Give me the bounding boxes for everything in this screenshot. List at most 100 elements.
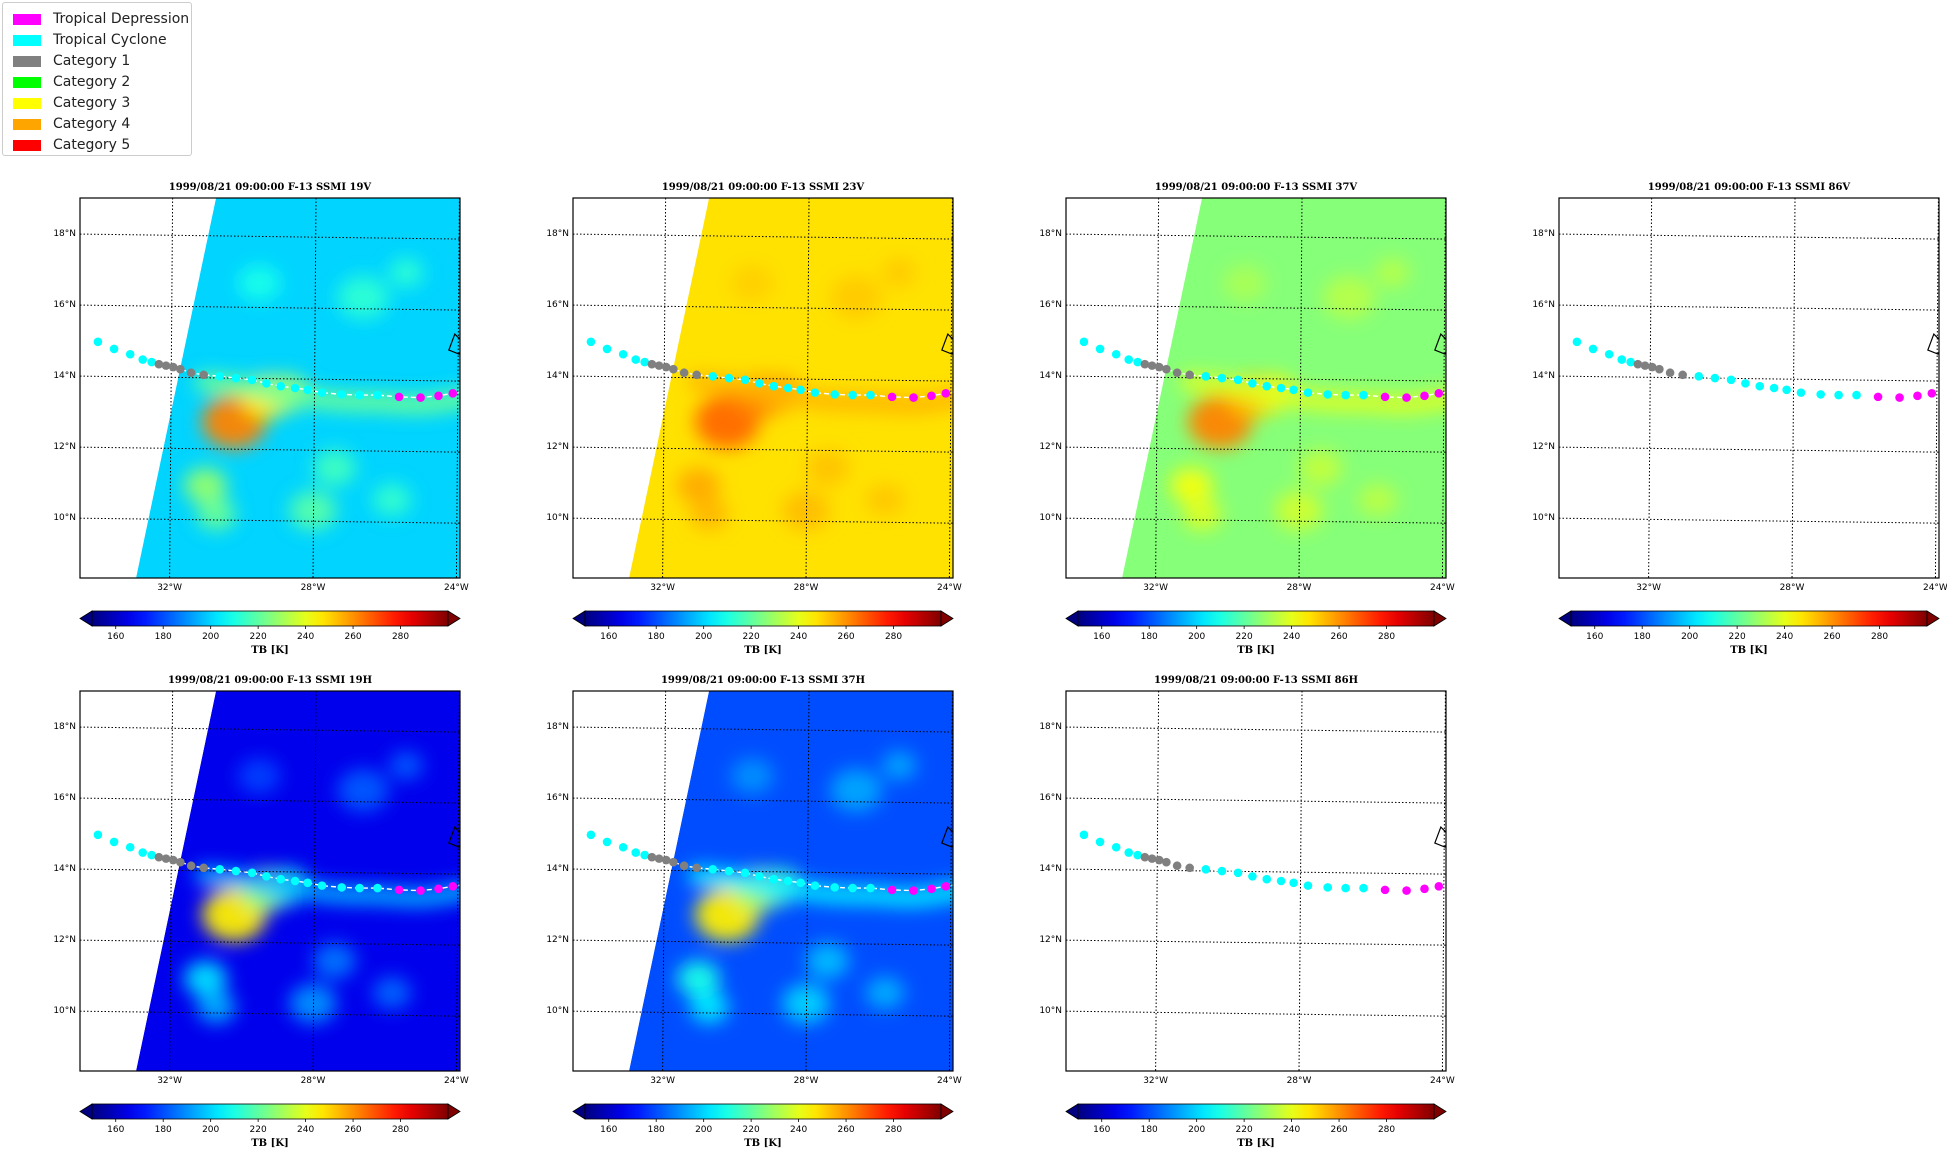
graticule	[80, 198, 460, 578]
colorbar-tick-label: 220	[1729, 632, 1746, 642]
colorbar-tick-label: 180	[155, 632, 172, 642]
colorbar: 160 180 200 220 240 260 280 TB [K]	[79, 1103, 461, 1149]
legend-item: Category 4	[13, 115, 130, 133]
lat-tick-label: 14°N	[546, 864, 569, 874]
track-point	[337, 390, 346, 399]
lat-tick-label: 18°N	[1532, 229, 1555, 239]
track-point	[1201, 371, 1211, 381]
track-point	[602, 837, 612, 847]
colorbar-tick-label: 240	[1776, 632, 1793, 642]
lon-tick-label: 28°W	[1287, 583, 1312, 593]
panel-86h: 1999/08/21 09:00:00 F-13 SSMI 86H 18°N 16°…	[1039, 675, 1455, 1149]
track-point	[1402, 393, 1411, 402]
track-point	[1185, 370, 1194, 380]
track-point	[755, 379, 764, 388]
track-point	[262, 872, 271, 881]
lat-tick-label: 14°N	[1039, 864, 1062, 874]
colorbar-tick-label: 200	[1681, 632, 1698, 642]
lon-tick-label: 24°W	[444, 583, 469, 593]
lon-tick-label: 24°W	[444, 1076, 469, 1086]
track-point	[317, 881, 327, 890]
map-frame	[79, 690, 461, 1072]
track-point	[941, 389, 951, 398]
track-point	[416, 886, 425, 895]
track-point	[661, 855, 671, 865]
track-point	[231, 866, 241, 876]
colorbar-label: TB [K]	[251, 1138, 289, 1149]
map-frame	[1558, 197, 1940, 579]
coastline	[448, 825, 460, 848]
colorbar-tick-label: 260	[1330, 632, 1347, 642]
lat-tick-label: 18°N	[53, 722, 76, 732]
colorbar-tick-label: 220	[743, 632, 760, 642]
colorbar-tick-label: 280	[1378, 1125, 1395, 1135]
track-point	[796, 385, 805, 395]
lon-tick-label: 28°W	[1287, 1076, 1312, 1086]
lat-tick-label: 10°N	[1532, 513, 1555, 523]
colorbar-tick-label: 240	[790, 632, 807, 642]
track-point	[866, 883, 875, 893]
panel-86v: 1999/08/21 09:00:00 F-13 SSMI 86V 18°N 16°…	[1532, 182, 1947, 656]
map-frame	[572, 197, 954, 579]
track-point	[1434, 882, 1444, 891]
track-point	[1095, 344, 1105, 354]
track-point	[1380, 885, 1390, 895]
colorbar-tick-label: 200	[202, 1125, 219, 1135]
legend-label: Tropical Cyclone	[53, 32, 167, 48]
colorbar-tick-label: 260	[344, 632, 361, 642]
colorbar: 160 180 200 220 240 260 280 TB [K]	[1065, 1103, 1447, 1149]
track-point	[1873, 392, 1883, 402]
track-point	[1248, 379, 1257, 388]
legend-swatch	[13, 139, 41, 151]
lat-tick-label: 14°N	[53, 371, 76, 381]
track-point	[887, 392, 897, 402]
track-point	[1755, 381, 1765, 391]
track-point	[1927, 389, 1937, 398]
track-point	[168, 855, 178, 865]
lat-tick-label: 18°N	[1039, 722, 1062, 732]
map-frame	[1065, 690, 1447, 1072]
track-point	[1133, 850, 1142, 860]
lon-tick-label: 32°W	[1143, 583, 1168, 593]
panel-19h: 1999/08/21 09:00:00 F-13 SSMI 19H 18°N 16°…	[53, 675, 469, 1149]
track-point	[434, 391, 443, 401]
coastline	[1434, 332, 1446, 355]
legend-label: Tropical Depression	[53, 11, 190, 27]
colorbar-tick-label: 260	[837, 1125, 854, 1135]
track-point	[1741, 379, 1750, 388]
track-point	[1359, 883, 1368, 893]
lat-tick-label: 10°N	[546, 513, 569, 523]
track-point	[1111, 349, 1121, 359]
lat-tick-label: 10°N	[1039, 513, 1062, 523]
track-point	[1289, 878, 1298, 888]
track-point	[654, 854, 664, 863]
legend-swatch	[13, 13, 41, 25]
colorbar-tick-label: 280	[1378, 632, 1395, 642]
track-point	[1726, 375, 1736, 385]
track-point	[810, 388, 820, 397]
track-point	[631, 848, 641, 857]
colorbar-tick-label: 200	[1188, 1125, 1205, 1135]
legend-item: Tropical Cyclone	[13, 31, 167, 49]
legend-item: Category 2	[13, 73, 130, 91]
lat-tick-label: 12°N	[1039, 935, 1062, 945]
track-point	[1852, 390, 1861, 400]
track-point	[1111, 842, 1121, 852]
track-point	[1276, 383, 1286, 393]
track-point	[231, 373, 241, 383]
track-point	[147, 357, 156, 367]
colorbar-tick-label: 160	[600, 632, 617, 642]
track-point	[1079, 830, 1089, 840]
track-point	[1572, 337, 1582, 347]
track-point	[848, 390, 857, 400]
colorbar-tick-label: 220	[743, 1125, 760, 1135]
lat-tick-label: 16°N	[53, 793, 76, 803]
lat-tick-label: 18°N	[53, 229, 76, 239]
coastline	[941, 825, 953, 848]
track-point	[708, 371, 718, 381]
track-point	[1185, 863, 1194, 873]
panel-title: 1999/08/21 09:00:00 F-13 SSMI 86H	[1154, 675, 1358, 686]
storm-track	[586, 830, 953, 895]
track-point	[1303, 388, 1313, 397]
track-point	[724, 866, 734, 876]
